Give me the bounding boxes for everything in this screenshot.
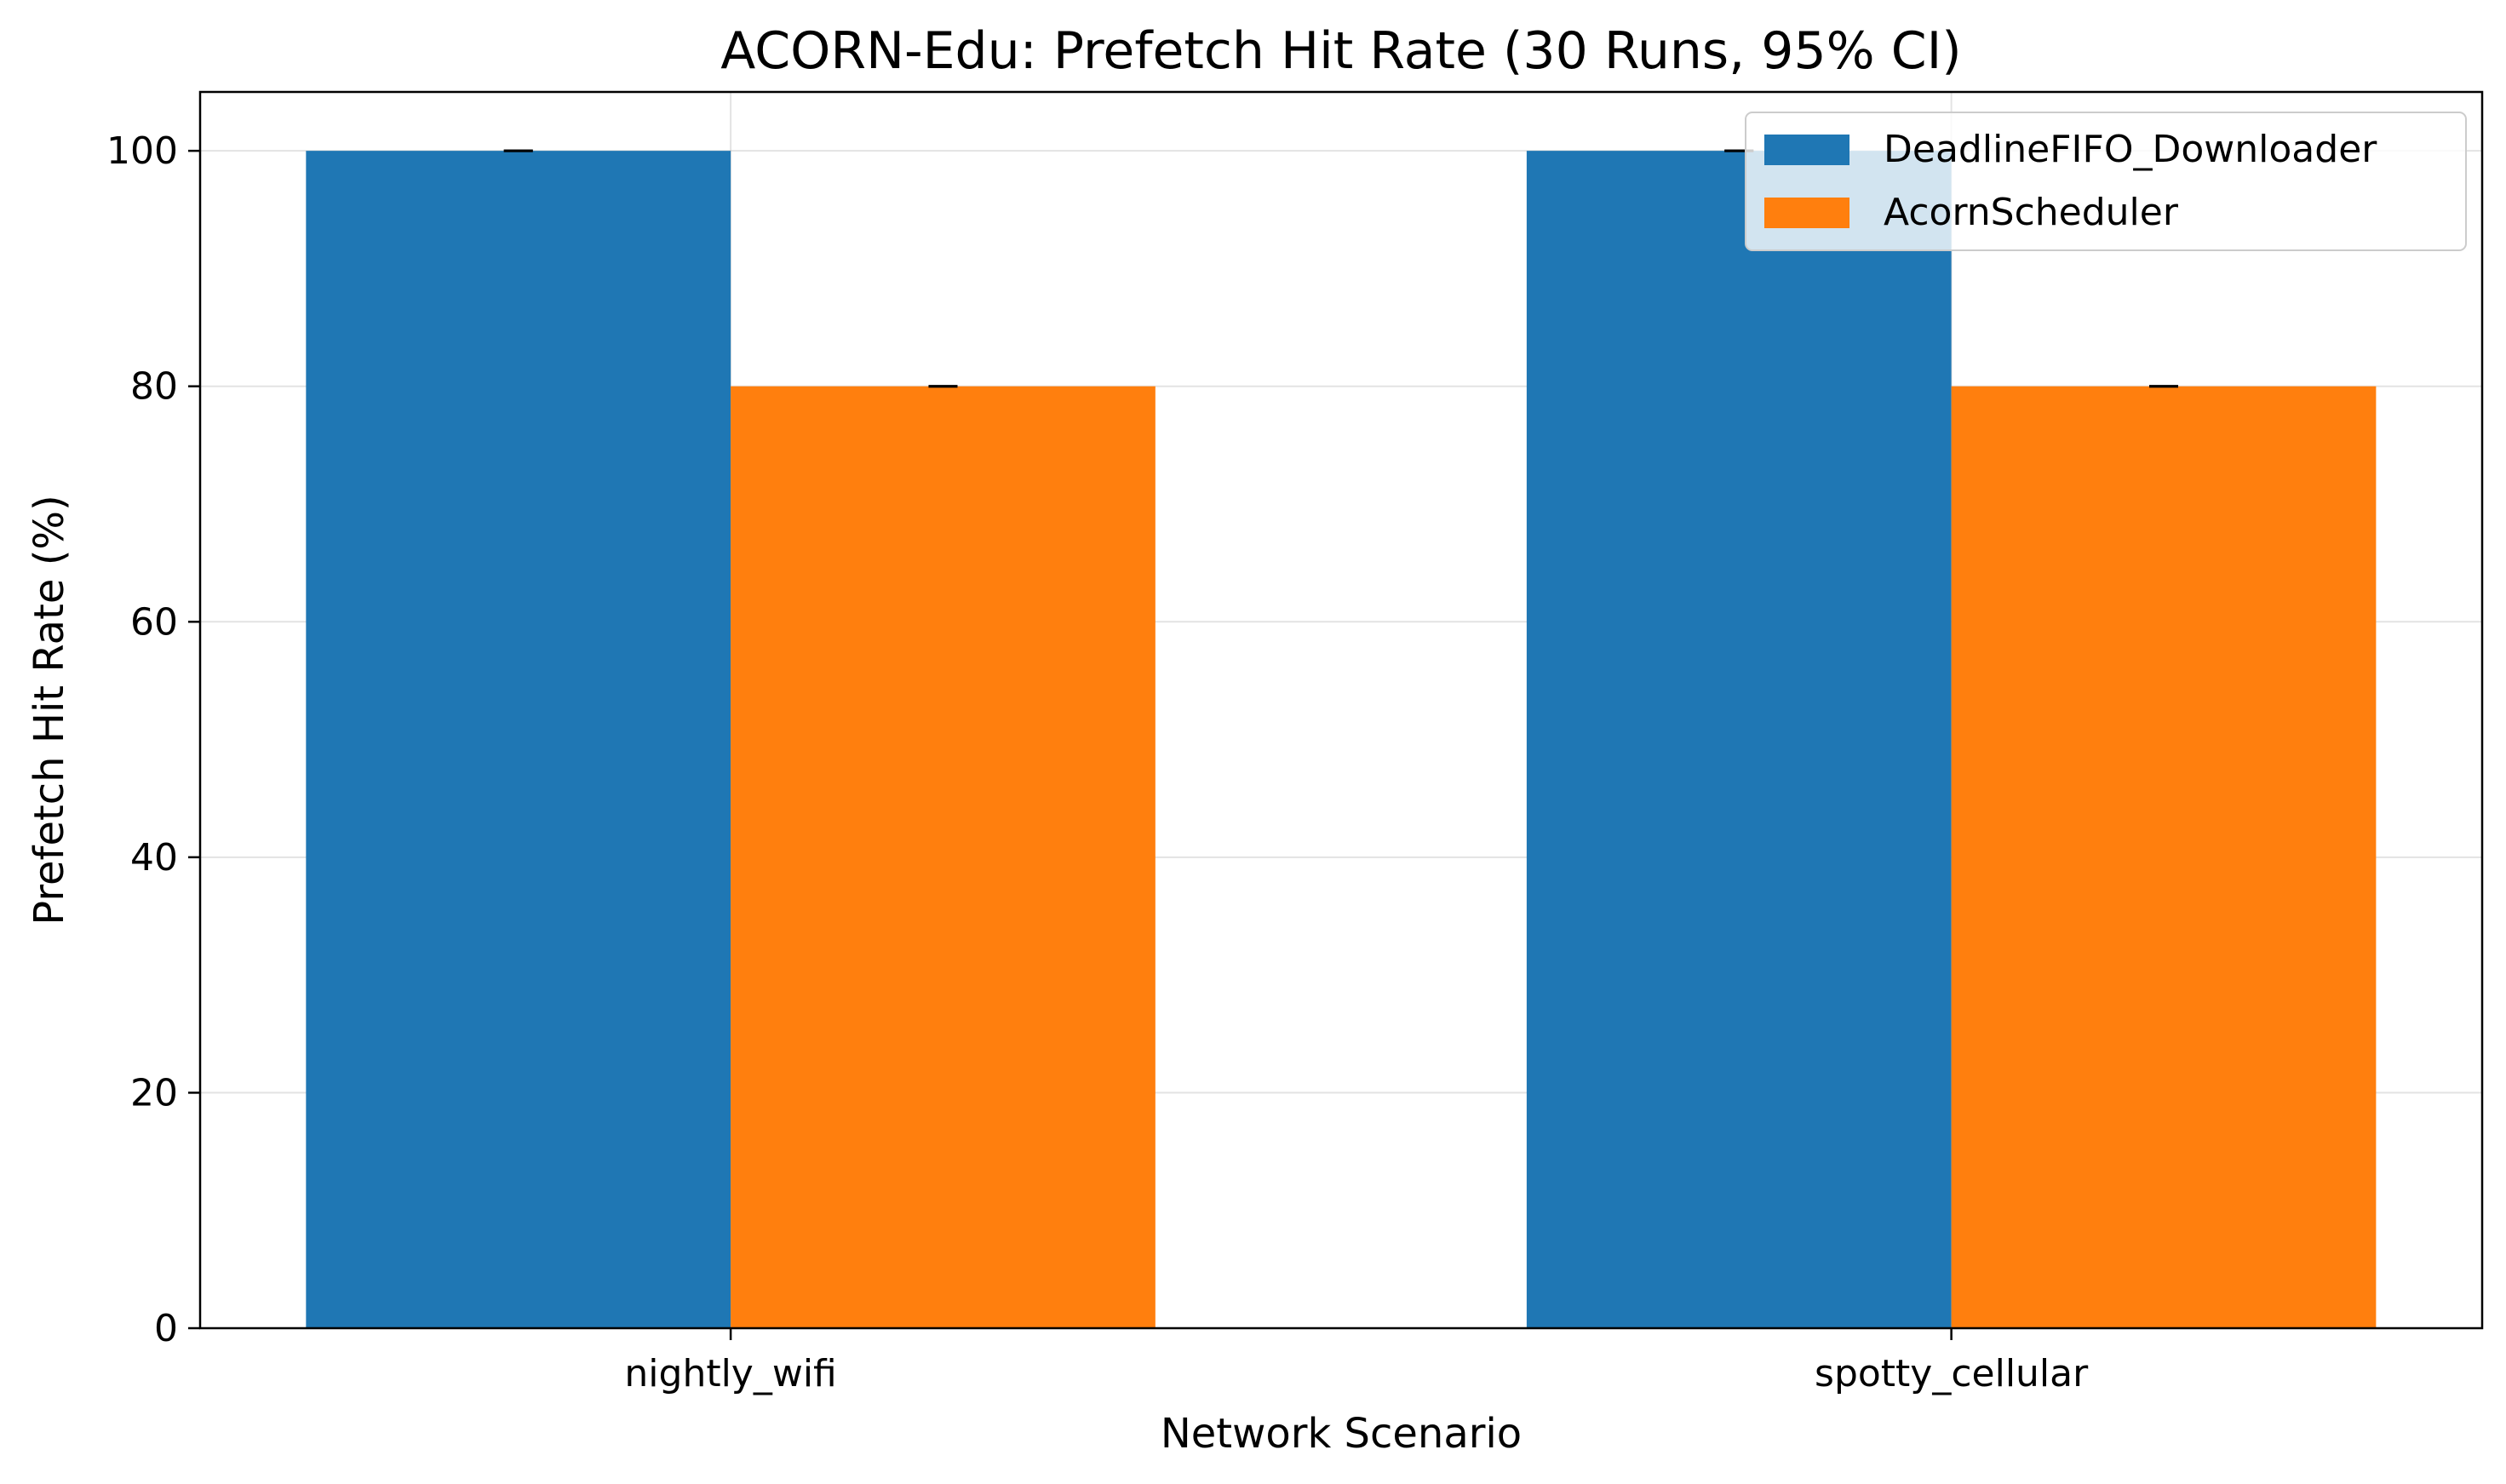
legend: DeadlineFIFO_Downloader AcornScheduler [1745, 112, 2467, 251]
y-tick-label: 100 [106, 129, 178, 173]
y-tick-label: 20 [130, 1071, 178, 1114]
plot-area-frame [198, 90, 2484, 1330]
bar-acornscheduler-spotty-cellular [1951, 386, 2377, 1328]
bar-deadlinefifo-downloader-spotty-cellular [1526, 151, 1952, 1329]
y-tick-label: 40 [130, 836, 178, 880]
legend-box [1745, 112, 2467, 251]
error-bars [503, 149, 2179, 388]
y-axis-ticks: 0 20 40 60 80 100 [106, 129, 200, 1350]
legend-swatch-acornscheduler [1764, 198, 1849, 228]
legend-label-deadlinefifo: DeadlineFIFO_Downloader [1884, 128, 2377, 171]
x-axis-ticks: nightly_wifi spotty_cellular [624, 1328, 2089, 1395]
bars [306, 151, 2377, 1329]
legend-label-acornscheduler: AcornScheduler [1884, 191, 2179, 234]
y-tick-label: 0 [154, 1307, 178, 1350]
x-tick-label-nightly-wifi: nightly_wifi [624, 1352, 836, 1395]
y-axis-label: Prefetch Hit Rate (%) [26, 495, 73, 925]
bar-deadlinefifo-downloader-nightly-wifi [306, 151, 731, 1329]
y-tick-label: 80 [130, 365, 178, 409]
x-tick-label-spotty-cellular: spotty_cellular [1815, 1352, 2089, 1395]
chart-title: ACORN-Edu: Prefetch Hit Rate (30 Runs, 9… [720, 21, 1961, 81]
bar-acornscheduler-nightly-wifi [731, 386, 1156, 1328]
legend-swatch-deadlinefifo [1764, 135, 1849, 165]
x-axis-label: Network Scenario [1161, 1410, 1522, 1458]
y-tick-label: 60 [130, 600, 178, 644]
